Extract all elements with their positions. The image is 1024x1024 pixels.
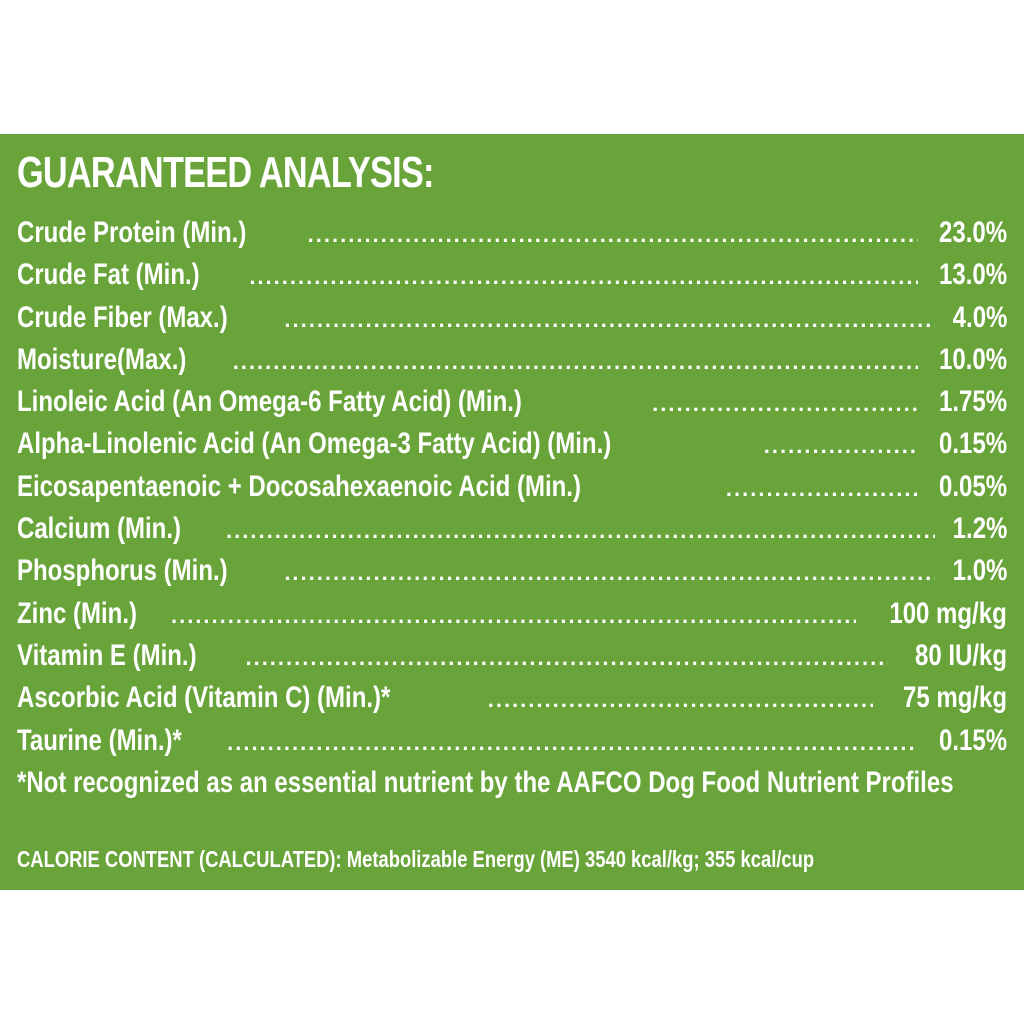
nutrient-value: 80 IU/kg <box>914 638 1007 672</box>
leader-dots <box>726 476 918 502</box>
nutrient-label: Calcium (Min.) <box>17 512 182 546</box>
leader-dots <box>226 518 935 544</box>
analysis-row: Crude Fat (Min.) 13.0% <box>17 258 1007 300</box>
analysis-row: Ascorbic Acid (Vitamin C) (Min.)* 75 mg/… <box>17 681 1007 723</box>
nutrient-value: 0.15% <box>938 427 1007 461</box>
analysis-row: Phosphorus (Min.) 1.0% <box>17 554 1007 596</box>
nutrient-value: 1.0% <box>952 554 1007 588</box>
nutrient-label: Crude Fiber (Max.) <box>17 300 228 334</box>
nutrient-value: 75 mg/kg <box>902 681 1007 715</box>
nutrient-label: Crude Fat (Min.) <box>17 258 200 292</box>
nutrient-label: Alpha-Linolenic Acid (An Omega-3 Fatty A… <box>17 427 612 461</box>
nutrient-value: 0.05% <box>938 469 1007 503</box>
calorie-content: CALORIE CONTENT (CALCULATED): Metaboliza… <box>17 846 815 872</box>
nutrient-value: 1.2% <box>952 512 1007 546</box>
nutrient-label: Crude Protein (Min.) <box>17 216 247 249</box>
footnote: *Not recognized as an essential nutrient… <box>17 766 954 799</box>
nutrient-value: 100 mg/kg <box>889 596 1007 630</box>
analysis-row: Calcium (Min.) 1.2% <box>17 512 1007 554</box>
leader-dots <box>249 264 918 290</box>
leader-dots <box>227 730 918 756</box>
analysis-row: Alpha-Linolenic Acid (An Omega-3 Fatty A… <box>17 427 1007 469</box>
nutrient-label: Moisture(Max.) <box>17 342 187 376</box>
leader-dots <box>488 687 873 713</box>
nutrient-value: 0.15% <box>938 723 1007 757</box>
nutrient-value: 10.0% <box>938 342 1007 376</box>
nutrient-value: 23.0% <box>938 216 1007 249</box>
guaranteed-analysis-panel: GUARANTEED ANALYSIS: Crude Protein (Min.… <box>0 134 1024 890</box>
analysis-row: Taurine (Min.)* 0.15% <box>17 724 1007 766</box>
analysis-row: Crude Protein (Min.) 23.0% <box>17 216 1007 258</box>
analysis-row: Crude Fiber (Max.) 4.0% <box>17 301 1007 343</box>
analysis-row: Linoleic Acid (An Omega-6 Fatty Acid) (M… <box>17 385 1007 427</box>
nutrient-label: Zinc (Min.) <box>17 596 137 630</box>
nutrient-label: Linoleic Acid (An Omega-6 Fatty Acid) (M… <box>17 385 522 419</box>
nutrient-label: Eicosapentaenoic + Docosahexaenoic Acid … <box>17 469 581 503</box>
leader-dots <box>284 307 934 333</box>
nutrient-label: Ascorbic Acid (Vitamin C) (Min.)* <box>17 681 391 715</box>
panel-title: GUARANTEED ANALYSIS: <box>17 148 434 197</box>
nutrient-label: Vitamin E (Min.) <box>17 638 197 672</box>
leader-dots <box>284 560 934 586</box>
analysis-row: Vitamin E (Min.) 80 IU/kg <box>17 639 1007 681</box>
analysis-row: Eicosapentaenoic + Docosahexaenoic Acid … <box>17 470 1007 512</box>
leader-dots <box>764 433 918 459</box>
analysis-row: Zinc (Min.) 100 mg/kg <box>17 597 1007 639</box>
nutrient-value: 13.0% <box>938 258 1007 292</box>
analysis-row: Moisture(Max.) 10.0% <box>17 343 1007 385</box>
leader-dots <box>652 391 918 417</box>
nutrient-value: 4.0% <box>952 300 1007 334</box>
nutrient-label: Phosphorus (Min.) <box>17 554 228 588</box>
nutrient-label: Taurine (Min.)* <box>17 723 182 757</box>
leader-dots <box>308 222 918 248</box>
leader-dots <box>245 645 887 671</box>
leader-dots <box>233 349 918 375</box>
nutrient-value: 1.75% <box>938 385 1007 419</box>
leader-dots <box>171 603 856 629</box>
analysis-table: Crude Protein (Min.) 23.0% Crude Fat (Mi… <box>17 216 1007 766</box>
